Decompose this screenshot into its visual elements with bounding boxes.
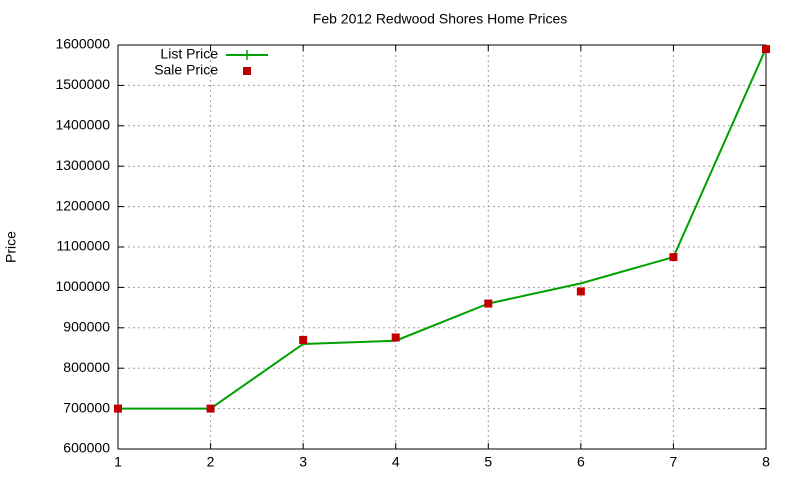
point — [299, 335, 308, 344]
y-tick-label: 1400000 — [55, 117, 110, 133]
y-tick-label: 1300000 — [55, 157, 110, 173]
legend-marker — [242, 50, 252, 60]
point — [576, 287, 585, 296]
x-tick-label: 7 — [670, 454, 678, 470]
x-tick-label: 8 — [762, 454, 770, 470]
plot-frame — [117, 44, 767, 450]
point — [206, 404, 215, 413]
x-tick-label: 4 — [392, 454, 400, 470]
x-tick-label: 6 — [577, 454, 585, 470]
legend-label: Sale Price — [154, 62, 218, 78]
y-tick-label: 1100000 — [57, 238, 111, 254]
y-tick-label: 900000 — [63, 319, 110, 335]
legend-label: List Price — [160, 46, 218, 62]
y-tick-label: 1600000 — [55, 36, 110, 52]
chart-title: Feb 2012 Redwood Shores Home Prices — [313, 11, 567, 27]
y-tick-label: 1000000 — [55, 278, 110, 294]
y-tick-label: 1200000 — [55, 197, 110, 213]
x-tick-label: 2 — [207, 454, 215, 470]
x-tick-label: 3 — [299, 454, 307, 470]
line — [118, 47, 767, 410]
x-tick-label: 1 — [114, 454, 122, 470]
y-axis-label: Price — [3, 231, 19, 263]
point — [114, 404, 122, 413]
legend-marker — [243, 67, 251, 75]
y-tick-label: 700000 — [63, 399, 110, 415]
point — [762, 45, 770, 54]
y-tick-label: 600000 — [63, 440, 110, 456]
x-tick-label: 5 — [484, 454, 492, 470]
point — [669, 253, 678, 262]
point — [484, 299, 493, 308]
y-tick-label: 800000 — [63, 359, 110, 375]
point — [391, 333, 400, 342]
y-tick-label: 1500000 — [55, 76, 110, 92]
